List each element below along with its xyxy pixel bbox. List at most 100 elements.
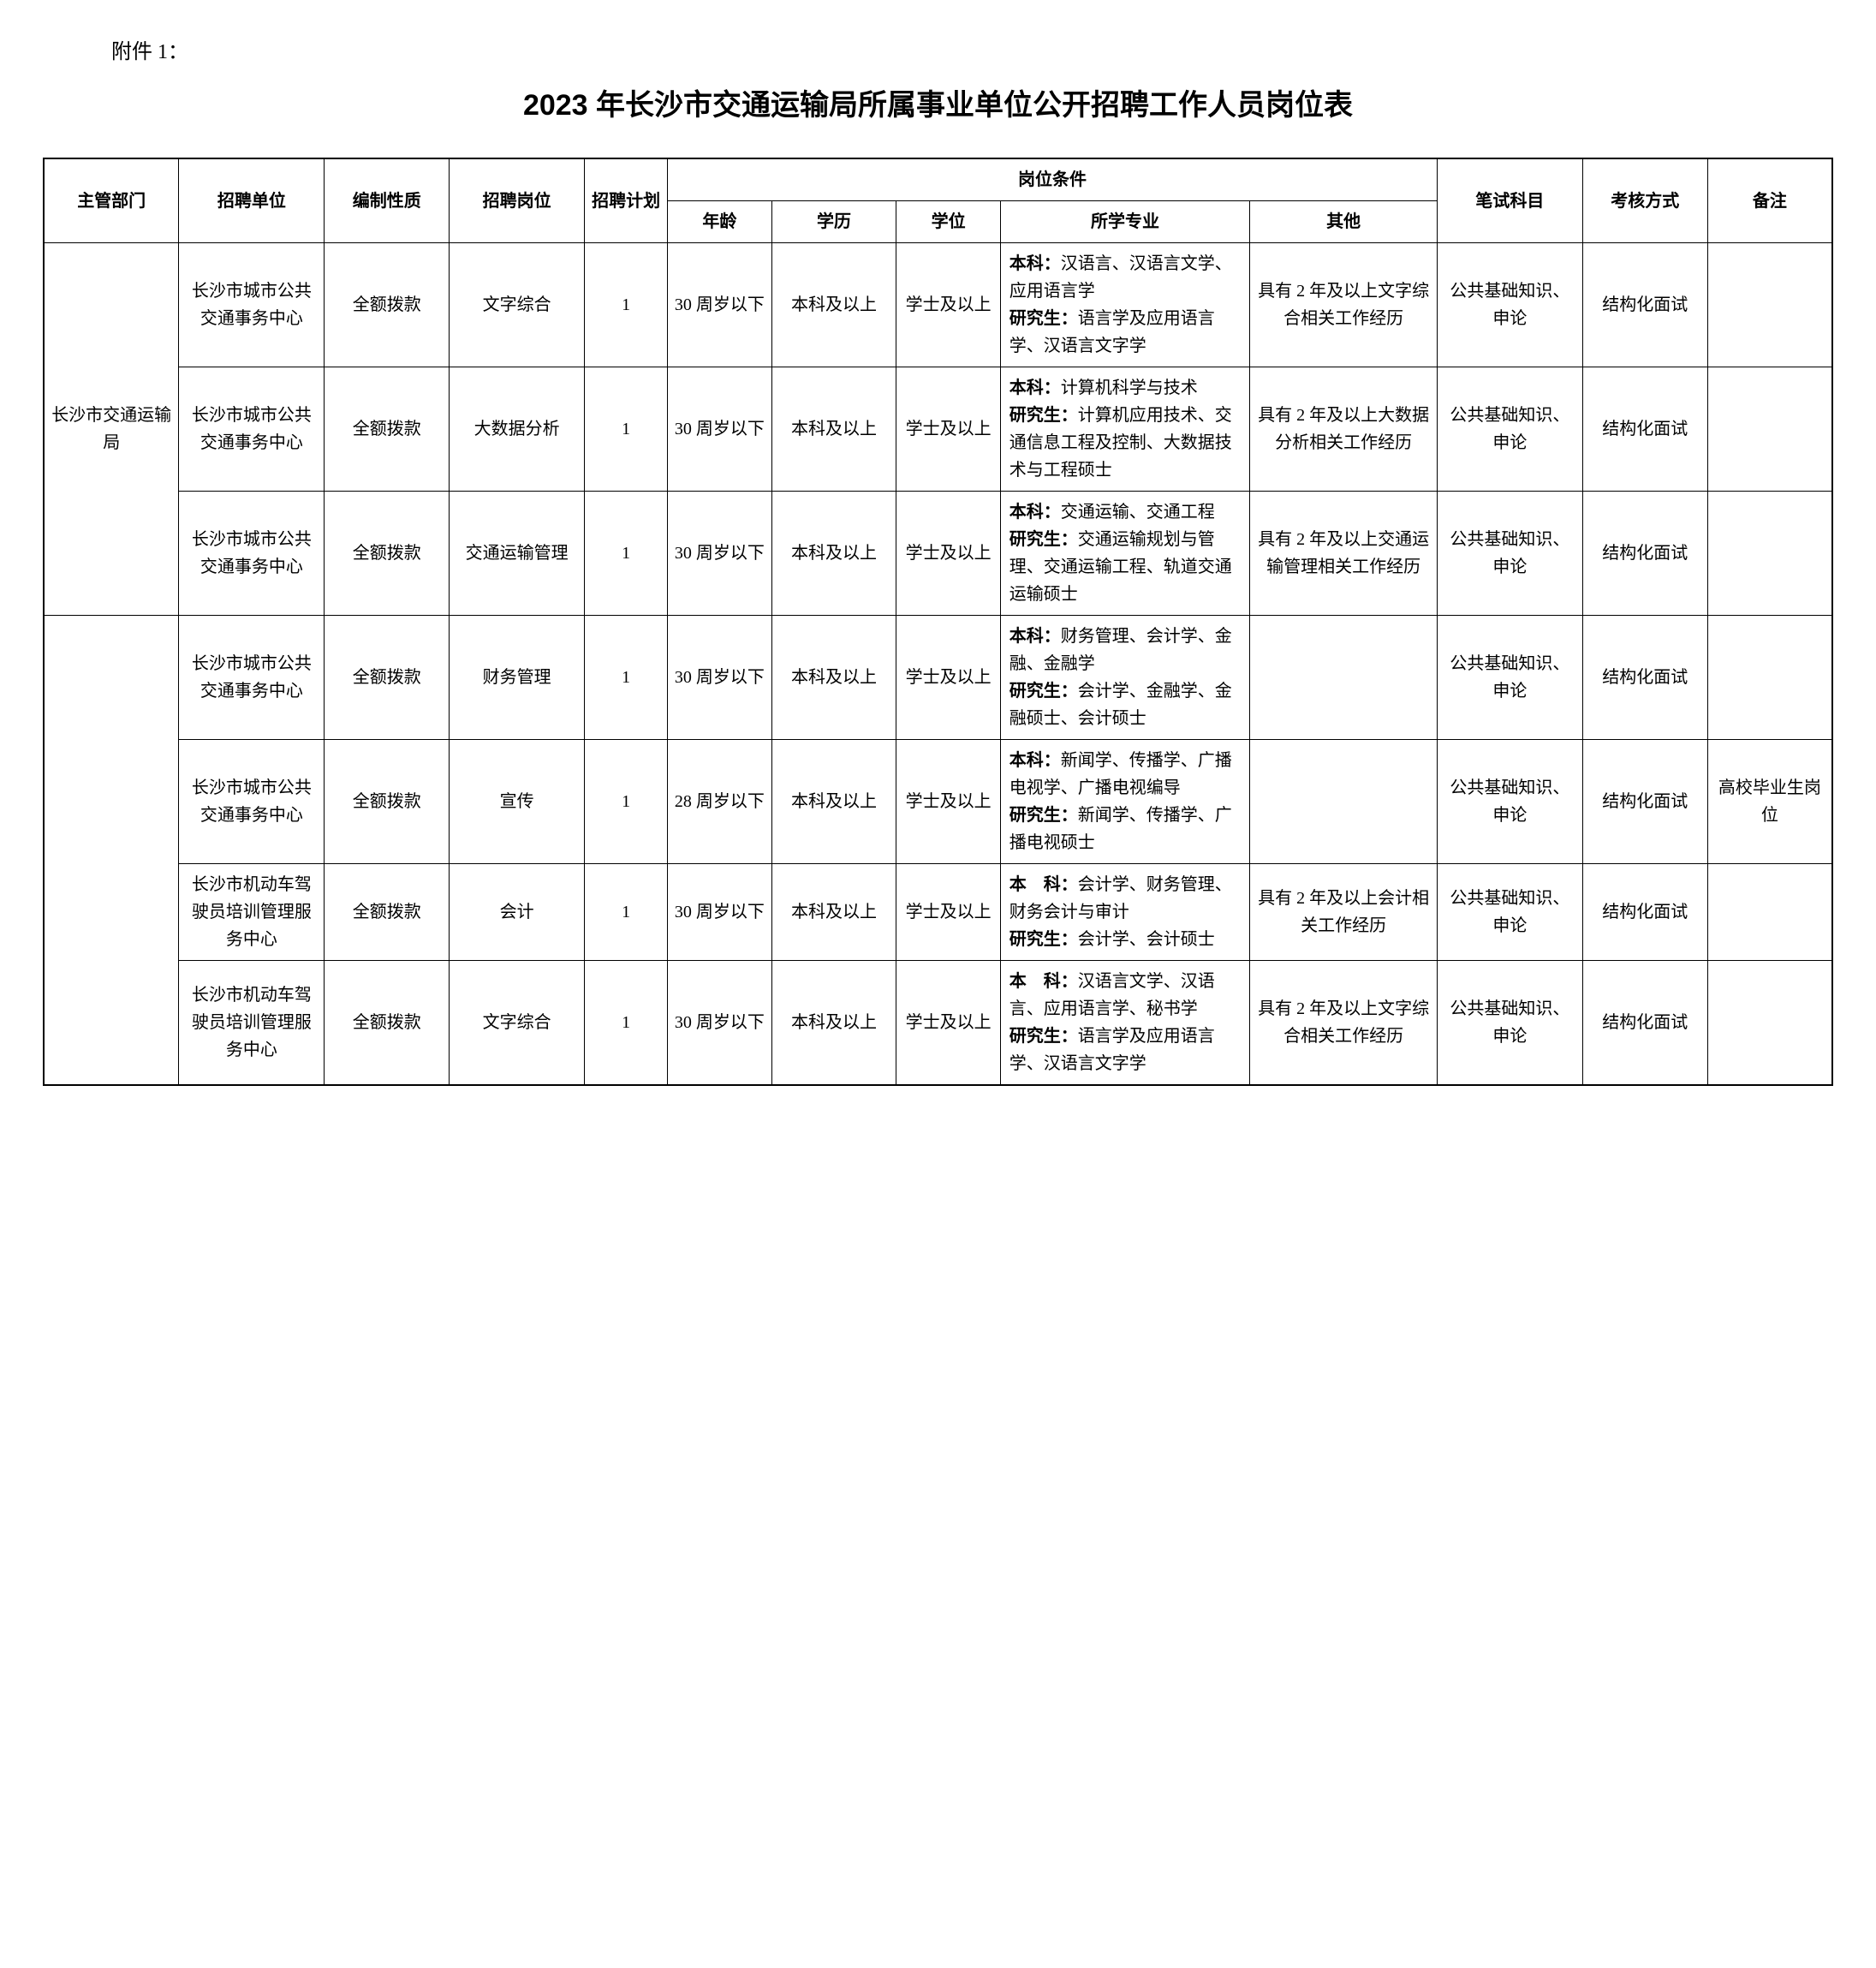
header-nature: 编制性质 bbox=[325, 158, 450, 243]
cell-education: 本科及以上 bbox=[771, 367, 896, 492]
cell-method: 结构化面试 bbox=[1582, 864, 1707, 961]
cell-unit: 长沙市城市公共交通事务中心 bbox=[179, 367, 325, 492]
cell-plan: 1 bbox=[585, 367, 668, 492]
table-row: 长沙市城市公共交通事务中心全额拨款财务管理130 周岁以下本科及以上学士及以上本… bbox=[44, 616, 1832, 740]
cell-exam: 公共基础知识、申论 bbox=[1437, 492, 1582, 616]
cell-nature: 全额拨款 bbox=[325, 367, 450, 492]
table-row: 长沙市机动车驾驶员培训管理服务中心全额拨款文字综合130 周岁以下本科及以上学士… bbox=[44, 961, 1832, 1086]
cell-major: 本科：新闻学、传播学、广播电视学、广播电视编导研究生：新闻学、传播学、广播电视硕… bbox=[1000, 740, 1250, 864]
table-row: 长沙市交通运输局长沙市城市公共交通事务中心全额拨款文字综合130 周岁以下本科及… bbox=[44, 243, 1832, 367]
cell-degree: 学士及以上 bbox=[896, 961, 1000, 1086]
cell-plan: 1 bbox=[585, 243, 668, 367]
cell-method: 结构化面试 bbox=[1582, 243, 1707, 367]
cell-degree: 学士及以上 bbox=[896, 740, 1000, 864]
cell-age: 30 周岁以下 bbox=[668, 961, 771, 1086]
cell-unit: 长沙市机动车驾驶员培训管理服务中心 bbox=[179, 864, 325, 961]
cell-education: 本科及以上 bbox=[771, 243, 896, 367]
page-title: 2023 年长沙市交通运输局所属事业单位公开招聘工作人员岗位表 bbox=[43, 81, 1833, 123]
cell-other: 具有 2 年及以上会计相关工作经历 bbox=[1250, 864, 1438, 961]
header-conditions: 岗位条件 bbox=[668, 158, 1438, 201]
cell-other bbox=[1250, 616, 1438, 740]
cell-education: 本科及以上 bbox=[771, 961, 896, 1086]
cell-unit: 长沙市机动车驾驶员培训管理服务中心 bbox=[179, 961, 325, 1086]
cell-position: 文字综合 bbox=[450, 243, 585, 367]
header-unit: 招聘单位 bbox=[179, 158, 325, 243]
cell-exam: 公共基础知识、申论 bbox=[1437, 616, 1582, 740]
cell-age: 30 周岁以下 bbox=[668, 243, 771, 367]
cell-unit: 长沙市城市公共交通事务中心 bbox=[179, 616, 325, 740]
cell-education: 本科及以上 bbox=[771, 492, 896, 616]
cell-position: 宣传 bbox=[450, 740, 585, 864]
cell-major: 本科：汉语言、汉语言文学、应用语言学研究生：语言学及应用语言学、汉语言文字学 bbox=[1000, 243, 1250, 367]
cell-unit: 长沙市城市公共交通事务中心 bbox=[179, 740, 325, 864]
cell-position: 会计 bbox=[450, 864, 585, 961]
header-major: 所学专业 bbox=[1000, 201, 1250, 243]
cell-position: 文字综合 bbox=[450, 961, 585, 1086]
cell-plan: 1 bbox=[585, 492, 668, 616]
table-body: 长沙市交通运输局长沙市城市公共交通事务中心全额拨款文字综合130 周岁以下本科及… bbox=[44, 243, 1832, 1086]
cell-method: 结构化面试 bbox=[1582, 492, 1707, 616]
cell-plan: 1 bbox=[585, 864, 668, 961]
table-row: 长沙市城市公共交通事务中心全额拨款大数据分析130 周岁以下本科及以上学士及以上… bbox=[44, 367, 1832, 492]
cell-exam: 公共基础知识、申论 bbox=[1437, 367, 1582, 492]
cell-nature: 全额拨款 bbox=[325, 492, 450, 616]
cell-age: 30 周岁以下 bbox=[668, 492, 771, 616]
cell-note bbox=[1707, 243, 1832, 367]
cell-other bbox=[1250, 740, 1438, 864]
cell-degree: 学士及以上 bbox=[896, 492, 1000, 616]
cell-position: 财务管理 bbox=[450, 616, 585, 740]
header-other: 其他 bbox=[1250, 201, 1438, 243]
header-education: 学历 bbox=[771, 201, 896, 243]
cell-major: 本 科：汉语言文学、汉语言、应用语言学、秘书学研究生：语言学及应用语言学、汉语言… bbox=[1000, 961, 1250, 1086]
cell-age: 28 周岁以下 bbox=[668, 740, 771, 864]
cell-note bbox=[1707, 961, 1832, 1086]
cell-major: 本科：交通运输、交通工程研究生：交通运输规划与管理、交通运输工程、轨道交通运输硕… bbox=[1000, 492, 1250, 616]
cell-position: 交通运输管理 bbox=[450, 492, 585, 616]
cell-plan: 1 bbox=[585, 961, 668, 1086]
cell-degree: 学士及以上 bbox=[896, 243, 1000, 367]
cell-method: 结构化面试 bbox=[1582, 961, 1707, 1086]
table-row: 长沙市机动车驾驶员培训管理服务中心全额拨款会计130 周岁以下本科及以上学士及以… bbox=[44, 864, 1832, 961]
cell-method: 结构化面试 bbox=[1582, 367, 1707, 492]
cell-unit: 长沙市城市公共交通事务中心 bbox=[179, 243, 325, 367]
cell-note bbox=[1707, 367, 1832, 492]
header-position: 招聘岗位 bbox=[450, 158, 585, 243]
table-row: 长沙市城市公共交通事务中心全额拨款宣传128 周岁以下本科及以上学士及以上本科：… bbox=[44, 740, 1832, 864]
positions-table: 主管部门 招聘单位 编制性质 招聘岗位 招聘计划 岗位条件 笔试科目 考核方式 … bbox=[43, 158, 1833, 1086]
header-dept: 主管部门 bbox=[44, 158, 179, 243]
header-method: 考核方式 bbox=[1582, 158, 1707, 243]
cell-degree: 学士及以上 bbox=[896, 616, 1000, 740]
cell-age: 30 周岁以下 bbox=[668, 367, 771, 492]
header-age: 年龄 bbox=[668, 201, 771, 243]
table-row: 长沙市城市公共交通事务中心全额拨款交通运输管理130 周岁以下本科及以上学士及以… bbox=[44, 492, 1832, 616]
cell-major: 本 科：会计学、财务管理、财务会计与审计研究生：会计学、会计硕士 bbox=[1000, 864, 1250, 961]
header-plan: 招聘计划 bbox=[585, 158, 668, 243]
cell-other: 具有 2 年及以上文字综合相关工作经历 bbox=[1250, 243, 1438, 367]
cell-exam: 公共基础知识、申论 bbox=[1437, 961, 1582, 1086]
cell-exam: 公共基础知识、申论 bbox=[1437, 740, 1582, 864]
cell-note bbox=[1707, 616, 1832, 740]
cell-other: 具有 2 年及以上交通运输管理相关工作经历 bbox=[1250, 492, 1438, 616]
cell-plan: 1 bbox=[585, 616, 668, 740]
cell-degree: 学士及以上 bbox=[896, 367, 1000, 492]
cell-nature: 全额拨款 bbox=[325, 961, 450, 1086]
header-exam: 笔试科目 bbox=[1437, 158, 1582, 243]
cell-exam: 公共基础知识、申论 bbox=[1437, 243, 1582, 367]
cell-note bbox=[1707, 864, 1832, 961]
cell-nature: 全额拨款 bbox=[325, 616, 450, 740]
cell-position: 大数据分析 bbox=[450, 367, 585, 492]
cell-age: 30 周岁以下 bbox=[668, 616, 771, 740]
header-degree: 学位 bbox=[896, 201, 1000, 243]
cell-major: 本科：计算机科学与技术研究生：计算机应用技术、交通信息工程及控制、大数据技术与工… bbox=[1000, 367, 1250, 492]
attachment-label: 附件 1： bbox=[111, 34, 1833, 64]
cell-unit: 长沙市城市公共交通事务中心 bbox=[179, 492, 325, 616]
cell-plan: 1 bbox=[585, 740, 668, 864]
cell-dept: 长沙市交通运输局 bbox=[44, 243, 179, 616]
cell-other: 具有 2 年及以上大数据分析相关工作经历 bbox=[1250, 367, 1438, 492]
cell-note: 高校毕业生岗位 bbox=[1707, 740, 1832, 864]
cell-major: 本科：财务管理、会计学、金融、金融学研究生：会计学、金融学、金融硕士、会计硕士 bbox=[1000, 616, 1250, 740]
cell-education: 本科及以上 bbox=[771, 740, 896, 864]
cell-note bbox=[1707, 492, 1832, 616]
cell-nature: 全额拨款 bbox=[325, 864, 450, 961]
cell-education: 本科及以上 bbox=[771, 864, 896, 961]
